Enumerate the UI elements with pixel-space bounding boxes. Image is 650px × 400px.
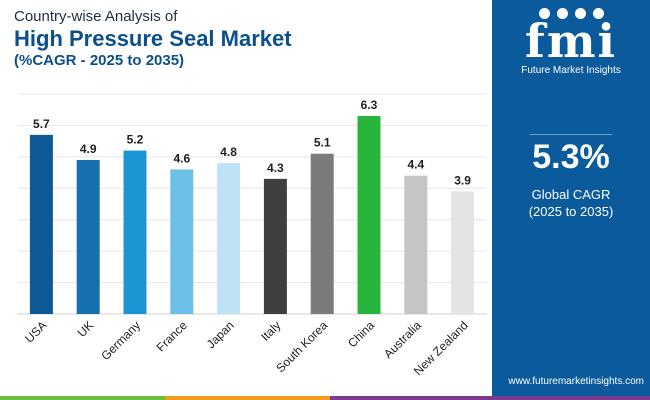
x-tick-label: Japan bbox=[204, 318, 237, 351]
bar bbox=[404, 175, 428, 314]
bar bbox=[76, 160, 100, 314]
logo-dot-icon bbox=[592, 8, 604, 19]
bar bbox=[123, 150, 147, 314]
side-panel: fmi Future Market Insights 5.3% Global C… bbox=[492, 0, 650, 396]
logo-wordmark: fmi bbox=[525, 14, 617, 68]
data-label: 4.8 bbox=[220, 145, 237, 159]
x-tick-label: Germany bbox=[98, 318, 143, 363]
x-tick-label: UK bbox=[75, 318, 97, 340]
bar bbox=[217, 163, 241, 314]
data-label: 5.1 bbox=[314, 136, 331, 150]
bar bbox=[310, 153, 334, 314]
bar bbox=[357, 116, 381, 314]
bar bbox=[29, 134, 53, 314]
global-cagr-range: (2025 to 2035) bbox=[528, 204, 614, 219]
strip-segment-green bbox=[0, 396, 165, 400]
data-label: 3.9 bbox=[454, 173, 471, 187]
logo-icons bbox=[492, 8, 650, 19]
strip-segment-orange bbox=[165, 396, 330, 400]
strip-segment-purple bbox=[330, 396, 650, 400]
x-tick-label: France bbox=[154, 318, 191, 355]
panel-divider bbox=[530, 134, 612, 135]
bar bbox=[263, 178, 287, 314]
global-cagr-caption: Global CAGR (2025 to 2035) bbox=[492, 186, 650, 220]
data-label: 4.4 bbox=[407, 158, 424, 172]
data-label: 5.2 bbox=[127, 133, 144, 147]
bar bbox=[170, 169, 194, 314]
data-label: 6.3 bbox=[361, 98, 378, 112]
x-tick-label: China bbox=[345, 318, 377, 350]
x-tick-label: USA bbox=[22, 318, 49, 345]
data-label: 5.7 bbox=[33, 117, 50, 131]
website-url[interactable]: www.futuremarketinsights.com bbox=[508, 376, 644, 387]
fmi-logo: fmi Future Market Insights bbox=[492, 4, 650, 76]
x-tick-label: Australia bbox=[381, 318, 424, 361]
chart-subtitle: Country-wise Analysis of bbox=[14, 8, 178, 25]
x-tick-label: Italy bbox=[258, 318, 283, 343]
global-cagr-value: 5.3% bbox=[532, 138, 610, 176]
data-label: 4.3 bbox=[267, 161, 284, 175]
data-label: 4.6 bbox=[173, 151, 190, 165]
bottom-color-strip bbox=[0, 396, 650, 400]
bar-chart: 5.7 USA 4.9 UK 5.2 Germany 4.6 France 4.8 Japan 4.… bbox=[18, 93, 486, 378]
title-block: Country-wise Analysis of High Pressure S… bbox=[14, 8, 292, 70]
bar bbox=[451, 191, 475, 314]
data-label: 4.9 bbox=[80, 142, 97, 156]
cagr-period-label: (%CAGR - 2025 to 2035) bbox=[14, 52, 185, 69]
global-cagr-label: Global CAGR bbox=[531, 187, 611, 202]
logo-dot-icon bbox=[556, 8, 568, 19]
chart-title: High Pressure Seal Market bbox=[14, 26, 292, 51]
logo-dot-icon bbox=[538, 8, 550, 19]
logo-dot-icon bbox=[574, 8, 586, 19]
logo-tagline: Future Market Insights bbox=[521, 65, 621, 76]
